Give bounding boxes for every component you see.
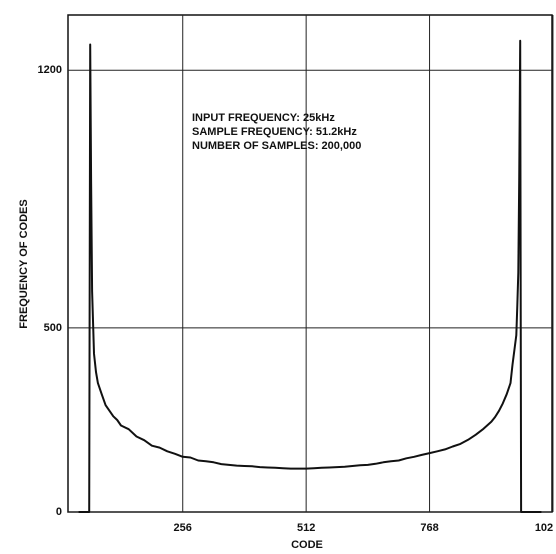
y-tick-label: 0 bbox=[56, 506, 62, 518]
x-axis-label: CODE bbox=[291, 539, 323, 551]
annotation: INPUT FREQUENCY: 25kHz bbox=[192, 112, 335, 124]
y-tick-label: 1200 bbox=[38, 64, 62, 76]
y-axis-label: FREQUENCY OF CODES bbox=[18, 199, 30, 328]
annotation: SAMPLE FREQUENCY: 51.2kHz bbox=[192, 126, 357, 138]
x-tick-label: 256 bbox=[174, 522, 192, 534]
x-tick-label: 768 bbox=[420, 522, 438, 534]
annotation: NUMBER OF SAMPLES: 200,000 bbox=[192, 140, 361, 152]
x-tick-label: 102 bbox=[535, 522, 553, 534]
x-tick-label: 512 bbox=[297, 522, 315, 534]
data-line bbox=[78, 39, 542, 513]
y-tick-label: 500 bbox=[44, 322, 62, 334]
